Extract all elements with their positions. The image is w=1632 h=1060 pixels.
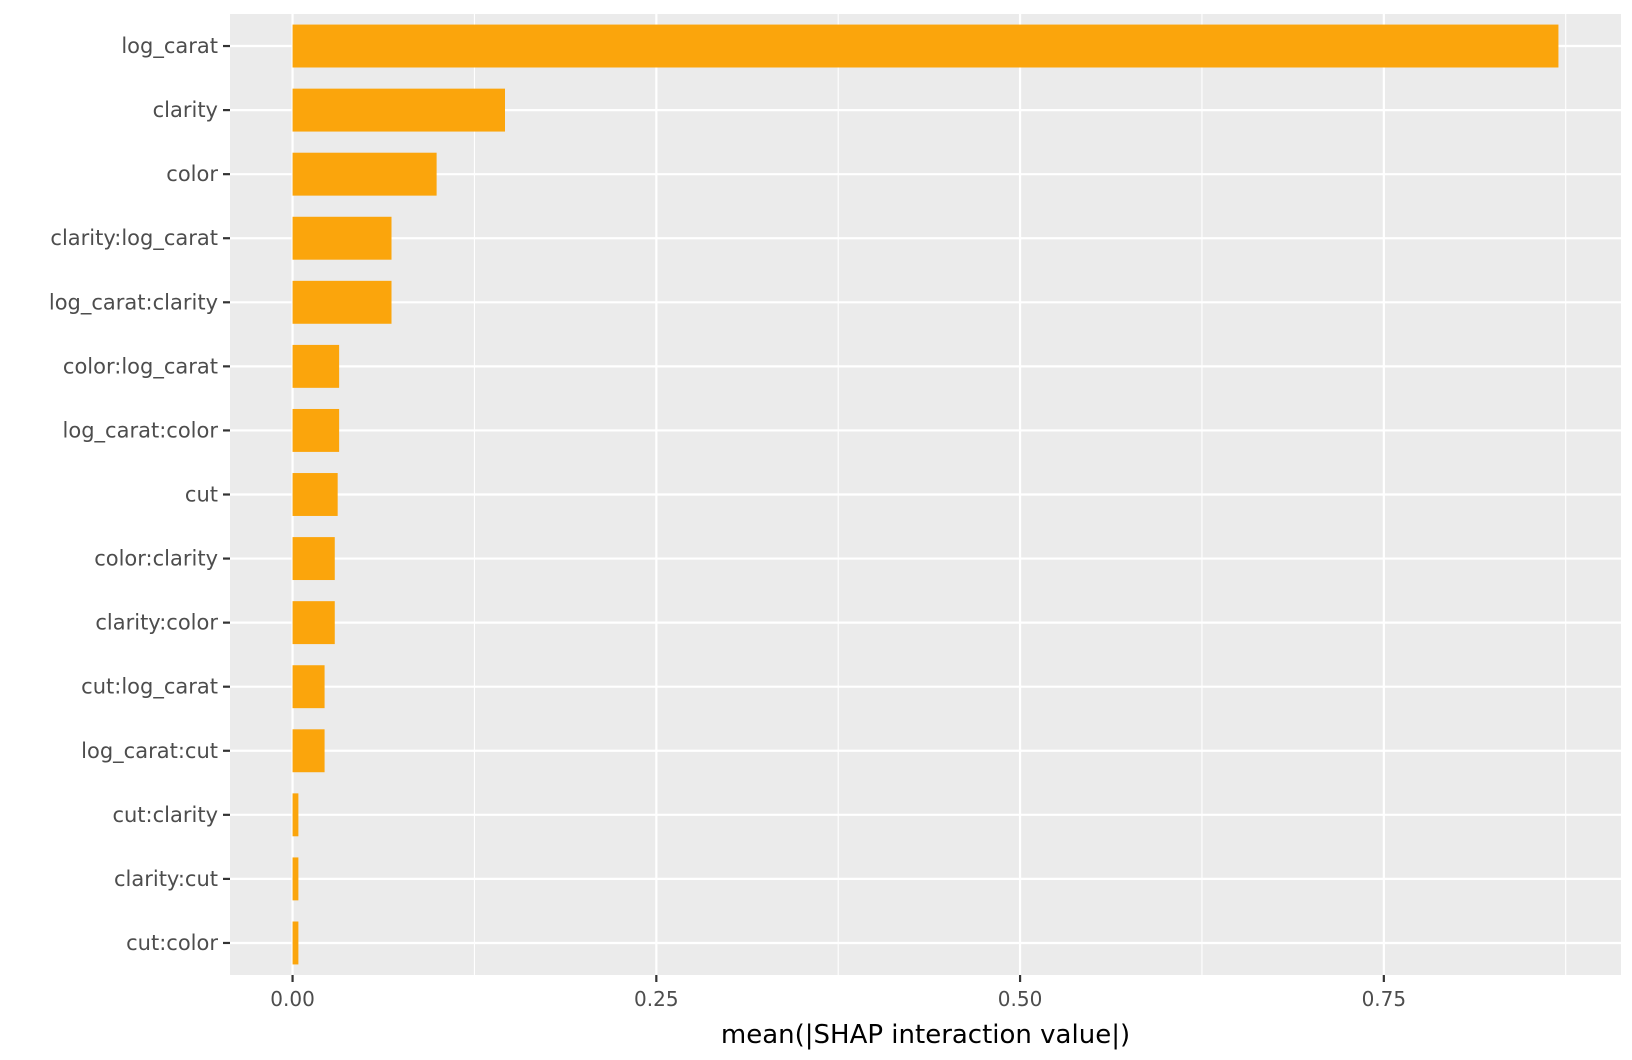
x-tick-label: 0.00 [270, 987, 315, 1011]
bars [292, 24, 1559, 965]
y-tick-label: clarity:color [95, 611, 218, 635]
bar-cut-log-carat [292, 665, 325, 709]
x-tick-label: 0.75 [1362, 987, 1407, 1011]
bar-log-carat-color [292, 408, 340, 452]
x-tick-label: 0.25 [634, 987, 679, 1011]
bar-clarity [292, 88, 505, 132]
y-tick-label: color:log_carat [63, 354, 218, 379]
x-axis: 0.00 0.25 0.50 0.75 [270, 975, 1406, 1011]
y-tick-label: clarity [153, 98, 218, 122]
bar-log-carat-clarity [292, 280, 392, 324]
bar-clarity-cut [292, 857, 299, 901]
y-tick-label: log_carat:clarity [49, 290, 218, 315]
y-tick-label: log_carat:cut [81, 739, 218, 764]
x-axis-title: mean(|SHAP interaction value|) [721, 1020, 1130, 1050]
bar-cut-clarity [292, 793, 299, 837]
bar-cut [292, 473, 338, 516]
x-tick-label: 0.50 [998, 987, 1043, 1011]
bar-log-carat-cut [292, 729, 325, 773]
bar-color-clarity [292, 537, 335, 581]
bar-cut-color [292, 921, 299, 965]
y-tick-label: cut:color [126, 931, 218, 955]
y-tick-label: color:clarity [94, 547, 218, 571]
y-tick-label: clarity:cut [114, 867, 218, 891]
bar-color-log-carat [292, 344, 340, 388]
bar-clarity-color [292, 601, 335, 645]
y-tick-label: cut:clarity [112, 803, 218, 827]
y-tick-label: log_carat:color [63, 418, 219, 443]
y-tick-label: color [166, 162, 218, 186]
y-tick-label: cut:log_carat [81, 675, 218, 700]
bar-clarity-log-carat [292, 216, 392, 260]
y-tick-label: log_carat [121, 34, 218, 59]
bar-color [292, 152, 437, 196]
y-tick-label: cut [185, 483, 218, 507]
bar-log-carat [292, 24, 1559, 68]
y-tick-label: clarity:log_carat [50, 226, 218, 251]
